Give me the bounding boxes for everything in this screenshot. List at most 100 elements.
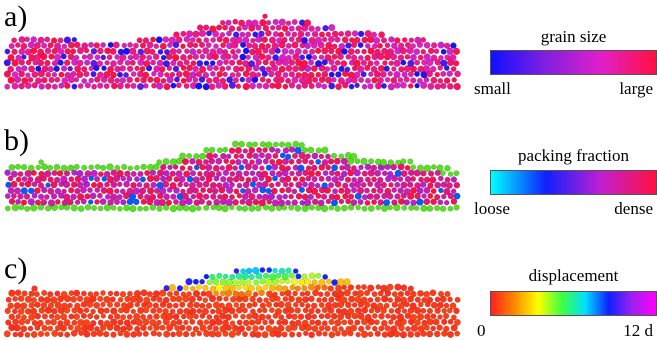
grain-b-314 [268, 182, 275, 189]
grain-b-128 [398, 198, 405, 205]
grain-b-391 [325, 175, 332, 182]
grain-b-130 [410, 199, 417, 207]
grain-a-416 [37, 48, 45, 56]
grain-b-538 [390, 163, 397, 171]
grain-a-636 [209, 25, 217, 33]
grain-b-318 [295, 181, 303, 189]
grain-a-507 [186, 41, 194, 49]
grain-c-178 [276, 319, 283, 326]
grain-b-234 [192, 187, 199, 194]
grain-a-625 [325, 31, 332, 38]
grain-a-599 [408, 37, 415, 43]
grain-a-154 [117, 71, 123, 78]
grain-b-264 [391, 187, 398, 193]
grain-a-230 [166, 65, 173, 71]
grain-c-251 [304, 313, 312, 321]
grain-a-240 [232, 65, 240, 73]
grain-a-463 [347, 48, 355, 56]
grain-a-659 [245, 19, 253, 27]
grain-b-131 [416, 198, 424, 206]
grain-b-640 [279, 141, 286, 148]
grain-a-441 [202, 47, 210, 55]
grain-a-431 [137, 48, 145, 56]
grain-a-485 [41, 42, 48, 49]
grain-b-70 [15, 198, 22, 205]
grain-a-633 [378, 31, 385, 39]
grain-c-260 [364, 313, 372, 321]
grain-c-240 [232, 313, 239, 319]
grain-c-151 [97, 319, 104, 326]
grain-b-288 [96, 181, 104, 189]
grain-c-117 [324, 325, 331, 332]
grain-c-300 [176, 308, 184, 315]
grain-c-312 [256, 307, 263, 314]
grain-b-561 [242, 158, 249, 165]
grain-a-177 [268, 70, 275, 78]
grain-c-70 [13, 324, 21, 332]
grain-c-130 [410, 324, 418, 332]
grain-b-418 [51, 169, 58, 176]
grain-c-126 [384, 325, 391, 332]
grain-c-385 [284, 301, 292, 309]
grain-a-594 [373, 36, 381, 45]
grain-b-55 [367, 205, 375, 212]
grain-c-42 [281, 331, 288, 338]
grain-a-660 [251, 19, 259, 27]
grain-a-86 [119, 77, 127, 84]
grain-b-633 [232, 140, 239, 148]
grain-c-411 [5, 296, 12, 303]
grain-a-234 [192, 65, 199, 73]
grain-b-354 [80, 175, 88, 183]
grain-b-483 [27, 164, 35, 172]
grain-b-164 [181, 192, 190, 200]
grain-a-312 [255, 59, 262, 66]
grain-b-575 [333, 157, 341, 165]
legend-min-packing-fraction: loose [474, 199, 510, 218]
grain-b-337 [420, 181, 427, 188]
grain-a-101 [219, 77, 227, 85]
grain-a-567 [196, 37, 202, 44]
grain-c-623 [281, 273, 289, 280]
grain-b-266 [403, 187, 411, 195]
grain-b-578 [354, 158, 361, 165]
grain-a-621 [297, 30, 305, 38]
grain-c-118 [331, 325, 338, 332]
grain-b-395 [351, 176, 358, 183]
grain-c-561 [247, 284, 255, 292]
grain-c-114 [304, 323, 313, 332]
legend-title-grain-size: grain size [540, 27, 607, 46]
grain-c-413 [17, 295, 25, 302]
grain-c-478 [447, 296, 453, 303]
grain-c-389 [310, 302, 318, 310]
grain-b-15 [103, 204, 111, 212]
grain-c-521 [279, 290, 285, 297]
grain-a-334 [400, 59, 407, 66]
grain-c-538 [391, 291, 398, 298]
grain-b-302 [188, 182, 196, 189]
grain-c-311 [249, 308, 256, 315]
grain-b-557 [215, 157, 223, 165]
grain-c-536 [377, 290, 384, 297]
grain-a-232 [180, 64, 187, 71]
grain-a-120 [345, 77, 352, 84]
grain-a-136 [451, 77, 457, 83]
grain-a-632 [370, 31, 378, 38]
grain-b-20 [137, 205, 143, 212]
grain-c-409 [443, 302, 450, 309]
grain-c-24 [163, 330, 171, 338]
grain-b-419 [56, 170, 64, 177]
grain-b-346 [27, 176, 34, 183]
grain-a-275 [11, 59, 19, 67]
grain-a-600 [414, 36, 422, 44]
grain-b-212 [47, 187, 55, 195]
grain-c-160 [156, 319, 162, 326]
grain-c-25 [170, 331, 176, 338]
grain-c-563 [262, 284, 269, 291]
grain-b-267 [410, 187, 418, 194]
grain-b-261 [371, 187, 377, 194]
grain-a-473 [413, 48, 421, 56]
grain-b-540 [404, 165, 411, 171]
grain-c-86 [120, 325, 127, 333]
grain-b-511 [212, 164, 220, 172]
grain-c-384 [277, 300, 285, 309]
